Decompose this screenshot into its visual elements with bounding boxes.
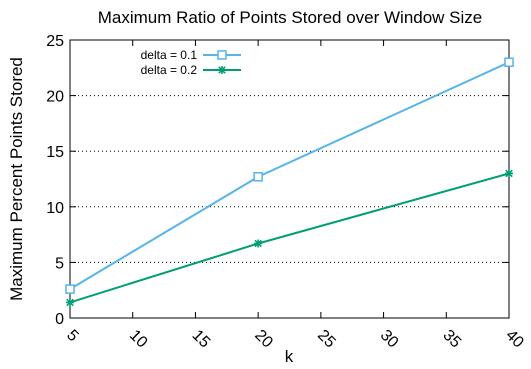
chart-title: Maximum Ratio of Points Stored over Wind… [98, 8, 483, 27]
x-tick-label: 5 [63, 327, 81, 345]
y-tick-label: 15 [46, 144, 64, 161]
grid-lines [70, 95, 509, 263]
series-line-1 [69, 61, 510, 290]
data-point-series-1 [65, 284, 75, 294]
data-point-series-1 [504, 57, 514, 67]
y-axis-ticks: 0 5 10 15 20 25 [46, 33, 509, 328]
y-tick-label: 20 [46, 89, 64, 106]
legend-label: delta = 0.2 [141, 63, 198, 77]
x-tick-label: 30 [377, 327, 402, 352]
series-line-2 [69, 172, 510, 304]
x-tick-label: 10 [126, 327, 151, 352]
data-point-series-2 [254, 239, 263, 248]
plot-frame [69, 39, 510, 319]
data-point-series-1 [253, 172, 263, 182]
legend-label: delta = 0.1 [141, 48, 198, 62]
y-tick-label: 25 [46, 33, 64, 50]
x-tick-label: 25 [314, 327, 339, 352]
data-point-series-2 [66, 298, 74, 307]
data-point-series-2 [505, 169, 513, 178]
x-tick-label: 15 [189, 327, 214, 352]
x-tick-label: 40 [502, 327, 527, 352]
y-tick-label: 5 [55, 255, 64, 272]
x-tick-label: 20 [251, 327, 276, 352]
x-axis-label: k [285, 347, 294, 366]
y-axis-label: Maximum Percent Points Stored [7, 57, 26, 301]
series-layer [65, 57, 514, 307]
y-tick-label: 10 [46, 200, 64, 217]
legend-marker-1 [217, 50, 227, 60]
y-tick-label: 0 [55, 311, 64, 328]
x-tick-label: 35 [439, 327, 464, 352]
legend-marker-2 [218, 66, 226, 74]
